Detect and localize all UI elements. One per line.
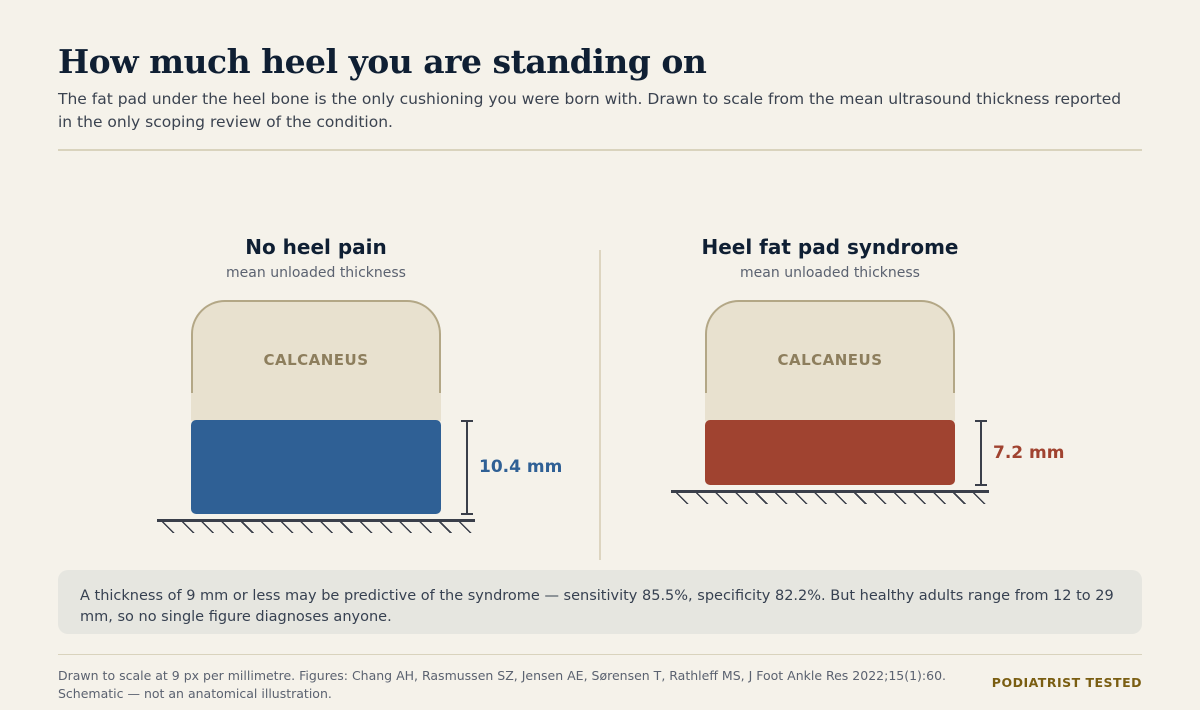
podiatrist-tested-badge: PODIATRIST TESTED (991, 675, 1142, 690)
fat-pad-syndrome (705, 420, 955, 485)
dimension-cap-bottom-normal (461, 513, 473, 515)
fat-pad-normal (191, 420, 441, 514)
ground-line-normal (157, 519, 475, 522)
dimension-line-syndrome (980, 420, 982, 485)
panel-subheading-syndrome: mean unloaded thickness (740, 265, 920, 281)
ground-line-syndrome (671, 490, 989, 493)
panel-heading-normal: No heel pain (245, 235, 387, 259)
bottom-divider (58, 654, 1142, 655)
ground-hatch-syndrome (674, 492, 992, 504)
panel-divider (599, 250, 601, 560)
page-title: How much heel you are standing on (58, 42, 707, 81)
calcaneus-bone-base-normal (191, 393, 441, 421)
callout-note: A thickness of 9 mm or less may be predi… (58, 570, 1142, 634)
footer-source: Drawn to scale at 9 px per millimetre. F… (58, 667, 958, 703)
calcaneus-bone-base-syndrome (705, 393, 955, 421)
thickness-label-normal: 10.4 mm (479, 457, 563, 477)
panel-subheading-normal: mean unloaded thickness (226, 265, 406, 281)
calcaneus-label-syndrome: CALCANEUS (777, 351, 883, 369)
footer-disclaimer: Schematic — not an anatomical illustrati… (58, 686, 332, 701)
top-divider (58, 149, 1142, 151)
page-subtitle: The fat pad under the heel bone is the o… (58, 90, 1122, 131)
thickness-label-syndrome: 7.2 mm (993, 443, 1065, 463)
panel-heading-syndrome: Heel fat pad syndrome (701, 235, 959, 259)
calcaneus-label-normal: CALCANEUS (263, 351, 369, 369)
dimension-cap-bottom-syndrome (975, 484, 987, 486)
ground-hatch-normal (160, 521, 478, 533)
dimension-line-normal (466, 420, 468, 514)
footer-citation: Drawn to scale at 9 px per millimetre. F… (58, 668, 947, 683)
